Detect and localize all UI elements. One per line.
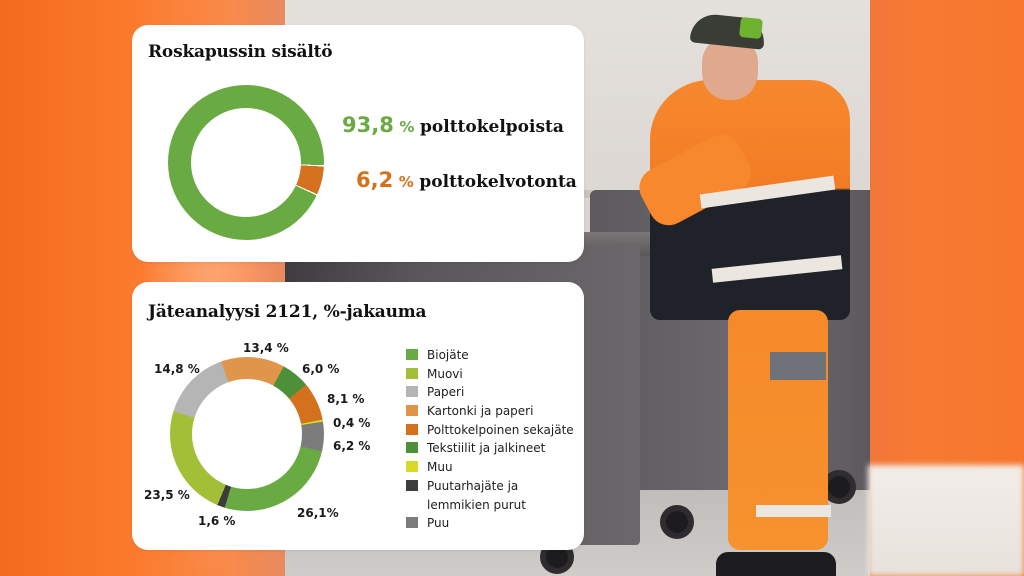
legend-label: lemmikien purut (427, 497, 526, 512)
legend-swatch (406, 423, 418, 435)
legend-item-biojate: Biojäte (406, 346, 574, 365)
stat-value: 6,2 (356, 168, 394, 192)
worker-boots (716, 552, 836, 576)
legend-label: Muu (427, 460, 453, 475)
legend-label: Biojäte (427, 348, 469, 362)
segment-label-paperi: 14,8 % (154, 362, 200, 376)
legend-label: Muovi (427, 366, 463, 381)
legend-item-tekstiilit: Tekstiilit ja jalkineet (406, 439, 574, 458)
analysis-donut-chart (170, 357, 324, 511)
legend-label: Puutarhajäte ja (427, 478, 519, 493)
analysis-card-title: Jäteanalyysi 2121, %-jakauma (148, 302, 427, 322)
legend-label: Polttokelpoinen sekajäte (427, 422, 574, 437)
legend-swatch (406, 405, 418, 417)
legend-swatch (406, 479, 418, 491)
legend-item-puutarha-line2: lemmikien purut (406, 496, 574, 515)
segment-label-muovi: 23,5 % (144, 488, 190, 502)
donut-hole (191, 108, 301, 217)
segment-label-biojate: 26,1% (297, 506, 339, 520)
stat-label: polttokelpoista (420, 117, 564, 137)
reflective-stripe (756, 505, 831, 517)
legend-swatch (406, 442, 418, 454)
pants-pocket (770, 352, 826, 380)
legend-label: Tekstiilit ja jalkineet (427, 441, 546, 456)
legend-item-kartonki: Kartonki ja paperi (406, 402, 574, 421)
legend-item-puutarha: Puutarhajäte ja (406, 477, 574, 496)
segment-label-polttokelpoinen: 8,1 % (327, 392, 365, 406)
stat-unit: % (399, 118, 415, 136)
legend-swatch (406, 349, 418, 360)
stat-non-combustible: 6,2 % polttokelvotonta (356, 168, 577, 192)
stat-unit: % (398, 173, 414, 191)
legend-swatch-spacer (406, 499, 418, 510)
legend-label: Kartonki ja paperi (427, 404, 534, 419)
legend-item-muovi: Muovi (406, 365, 574, 384)
legend-swatch (406, 461, 418, 473)
cap-logo (739, 16, 763, 40)
segment-label-puu: 6,2 % (333, 439, 371, 453)
legend-swatch (406, 517, 418, 529)
summary-card-title: Roskapussin sisältö (148, 42, 333, 62)
segment-label-muu: 0,4 % (333, 416, 371, 430)
legend-swatch (406, 367, 418, 379)
legend-item-paperi: Paperi (406, 383, 574, 402)
stat-label: polttokelvotonta (419, 172, 577, 192)
stat-combustible: 93,8 % polttokelpoista (342, 113, 564, 137)
legend-label: Paperi (427, 385, 465, 400)
donut-hole (192, 379, 302, 489)
legend-item-polttokelpoinen: Polttokelpoinen sekajäte (406, 421, 574, 440)
segment-label-puutarha: 1,6 % (198, 514, 236, 528)
bin-wheel (660, 505, 694, 539)
segment-label-tekstiilit: 6,0 % (302, 362, 340, 376)
chart-legend: Biojäte Muovi Paperi Kartonki ja paperi … (406, 346, 574, 533)
analysis-card: Jäteanalyysi 2121, %-jakauma 13,4 % 14,8… (132, 282, 584, 550)
segment-label-kartonki: 13,4 % (243, 341, 289, 355)
white-stripe-blur (868, 465, 1024, 576)
summary-card: Roskapussin sisältö 93,8 % polttokelpois… (132, 25, 584, 262)
legend-item-muu: Muu (406, 458, 574, 477)
summary-donut-chart (168, 85, 324, 240)
legend-item-puu: Puu (406, 514, 574, 533)
stat-value: 93,8 (342, 113, 394, 137)
legend-label: Puu (427, 516, 450, 531)
legend-swatch (406, 386, 418, 398)
